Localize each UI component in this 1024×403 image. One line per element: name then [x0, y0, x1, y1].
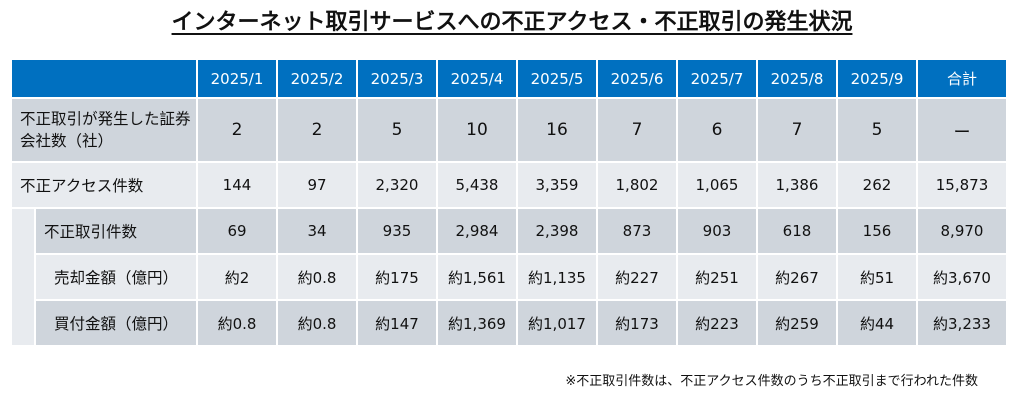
table-cell: 16 — [518, 99, 596, 161]
table-cell: 1,386 — [758, 163, 836, 207]
table-cell: 2,320 — [358, 163, 436, 207]
fraud-statistics-table: 2025/1 2025/2 2025/3 2025/4 2025/5 2025/6 2025… — [10, 58, 1008, 347]
column-header: 2025/7 — [678, 60, 756, 97]
table-cell: 約223 — [678, 301, 756, 345]
table-cell: 約147 — [358, 301, 436, 345]
table-cell: 1,065 — [678, 163, 756, 207]
table-cell: 約2 — [198, 255, 276, 299]
table-cell: 618 — [758, 209, 836, 253]
column-header: 2025/9 — [838, 60, 916, 97]
page-title-text: インターネット取引サービスへの不正アクセス・不正取引の発生状況 — [171, 10, 853, 35]
table-cell: 約259 — [758, 301, 836, 345]
header-corner — [12, 60, 196, 97]
table-cell: 2,398 — [518, 209, 596, 253]
table-cell: ー — [918, 99, 1006, 161]
table-cell: 2 — [198, 99, 276, 161]
table-cell: 約0.8 — [278, 301, 356, 345]
table-cell: 約1,135 — [518, 255, 596, 299]
table-cell: 5 — [838, 99, 916, 161]
table-cell: 873 — [598, 209, 676, 253]
table-cell: 約44 — [838, 301, 916, 345]
column-header: 2025/4 — [438, 60, 516, 97]
table-cell: 約251 — [678, 255, 756, 299]
table-cell: 約51 — [838, 255, 916, 299]
row-label: 不正取引が発生した証券会社数（社） — [12, 99, 196, 161]
page-title: インターネット取引サービスへの不正アクセス・不正取引の発生状況 — [0, 4, 1024, 36]
table-cell: 935 — [358, 209, 436, 253]
table-cell: 7 — [598, 99, 676, 161]
table-cell: 約1,017 — [518, 301, 596, 345]
row-label: 不正アクセス件数 — [12, 163, 196, 207]
table-cell: 約175 — [358, 255, 436, 299]
table-row: 買付金額（億円） 約0.8 約0.8 約147 約1,369 約1,017 約173 約223… — [12, 301, 1006, 345]
table-row: 売却金額（億円） 約2 約0.8 約175 約1,561 約1,135 約227 約251 約2… — [12, 255, 1006, 299]
table-cell: 69 — [198, 209, 276, 253]
table-row: 不正アクセス件数 144 97 2,320 5,438 3,359 1,802 1,065 1,… — [12, 163, 1006, 207]
row-label: 買付金額（億円） — [36, 301, 196, 345]
table-cell: 10 — [438, 99, 516, 161]
table-cell: 903 — [678, 209, 756, 253]
column-header: 2025/2 — [278, 60, 356, 97]
table-cell: 約227 — [598, 255, 676, 299]
table-cell: 262 — [838, 163, 916, 207]
column-header: 2025/3 — [358, 60, 436, 97]
table-cell: 約1,369 — [438, 301, 516, 345]
table-cell: 6 — [678, 99, 756, 161]
footnote: ※不正取引件数は、不正アクセス件数のうち不正取引まで行われた件数 — [565, 374, 978, 389]
table-cell: 8,970 — [918, 209, 1006, 253]
table-cell: 5 — [358, 99, 436, 161]
table-cell: 2,984 — [438, 209, 516, 253]
table-cell: 3,359 — [518, 163, 596, 207]
table-cell: 2 — [278, 99, 356, 161]
table-row: 不正取引件数 69 34 935 2,984 2,398 873 903 618 156 8,970 — [12, 209, 1006, 345]
table-cell: 約0.8 — [198, 301, 276, 345]
table-cell: 約267 — [758, 255, 836, 299]
row-label: 売却金額（億円） — [36, 255, 196, 299]
table-cell: 約0.8 — [278, 255, 356, 299]
table-cell: 97 — [278, 163, 356, 207]
header-row: 2025/1 2025/2 2025/3 2025/4 2025/5 2025/6 2025… — [12, 60, 1006, 97]
table-cell: 15,873 — [918, 163, 1006, 207]
column-header: 2025/6 — [598, 60, 676, 97]
column-header: 2025/1 — [198, 60, 276, 97]
table-cell: 144 — [198, 163, 276, 207]
table-cell: 約1,561 — [438, 255, 516, 299]
table-cell: 約3,670 — [918, 255, 1006, 299]
indent-spacer — [12, 209, 34, 345]
table-row: 不正取引が発生した証券会社数（社） 2 2 5 10 16 7 6 7 5 ー — [12, 99, 1006, 161]
table-cell: 5,438 — [438, 163, 516, 207]
column-header: 2025/8 — [758, 60, 836, 97]
table-cell: 約173 — [598, 301, 676, 345]
table-cell: 約3,233 — [918, 301, 1006, 345]
table-cell: 34 — [278, 209, 356, 253]
table-cell: 156 — [838, 209, 916, 253]
row-label: 不正取引件数 — [36, 209, 196, 253]
column-header: 合計 — [918, 60, 1006, 97]
table-cell: 7 — [758, 99, 836, 161]
column-header: 2025/5 — [518, 60, 596, 97]
table-cell: 1,802 — [598, 163, 676, 207]
